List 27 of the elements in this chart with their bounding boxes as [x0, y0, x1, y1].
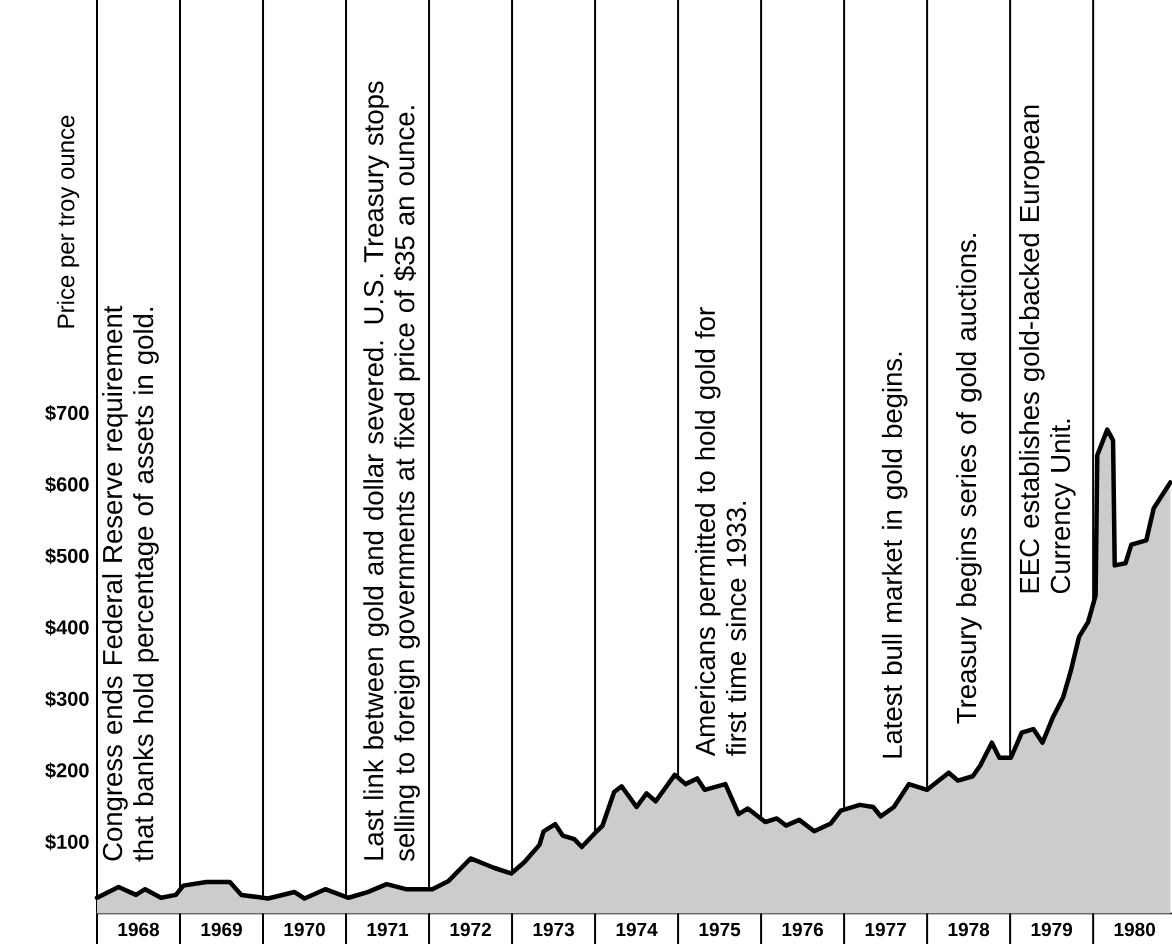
x-tick-label: 1973: [533, 922, 574, 937]
x-tick-label: 1977: [865, 922, 906, 937]
x-tick-label: 1969: [201, 922, 242, 937]
annotation: Treasury begins series of gold auctions.: [956, 234, 982, 724]
y-axis-title: Price per troy ounce: [56, 115, 80, 328]
y-tick-label: $700: [45, 404, 89, 422]
annotation: Congress ends Federal Reserve requirement that banks hold percentage of assets in gold.: [102, 305, 159, 862]
y-tick-label: $400: [45, 619, 89, 636]
x-tick-label: 1975: [699, 922, 741, 937]
annotation: Last link between gold and dollar severed. U.S. Treasury stops selling to foreign governments at fixed price of $35 an ounce.: [363, 81, 420, 862]
annotation: EEC establishes gold-backed European Currency Unit.: [1018, 105, 1076, 594]
y-tick-label: $200: [45, 762, 89, 779]
y-tick-label: $600: [45, 476, 89, 493]
y-tick-label: $100: [45, 833, 89, 851]
x-tick-label: 1968: [118, 922, 160, 937]
y-tick-label: $300: [45, 690, 89, 708]
y-tick-label: $500: [45, 547, 89, 565]
x-tick-label: 1971: [367, 922, 409, 937]
annotation: Latest bull market in gold begins.: [881, 352, 908, 758]
x-tick-label: 1978: [948, 922, 990, 937]
x-tick-label: 1980: [1114, 922, 1155, 937]
x-tick-label: 1979: [1031, 922, 1073, 937]
x-tick-label: 1972: [450, 922, 491, 937]
x-tick-label: 1970: [284, 922, 325, 937]
x-tick-label: 1974: [616, 922, 658, 937]
x-tick-label: 1976: [782, 922, 824, 937]
annotation: Americans permitted to hold gold for first time since 1933.: [694, 307, 747, 757]
